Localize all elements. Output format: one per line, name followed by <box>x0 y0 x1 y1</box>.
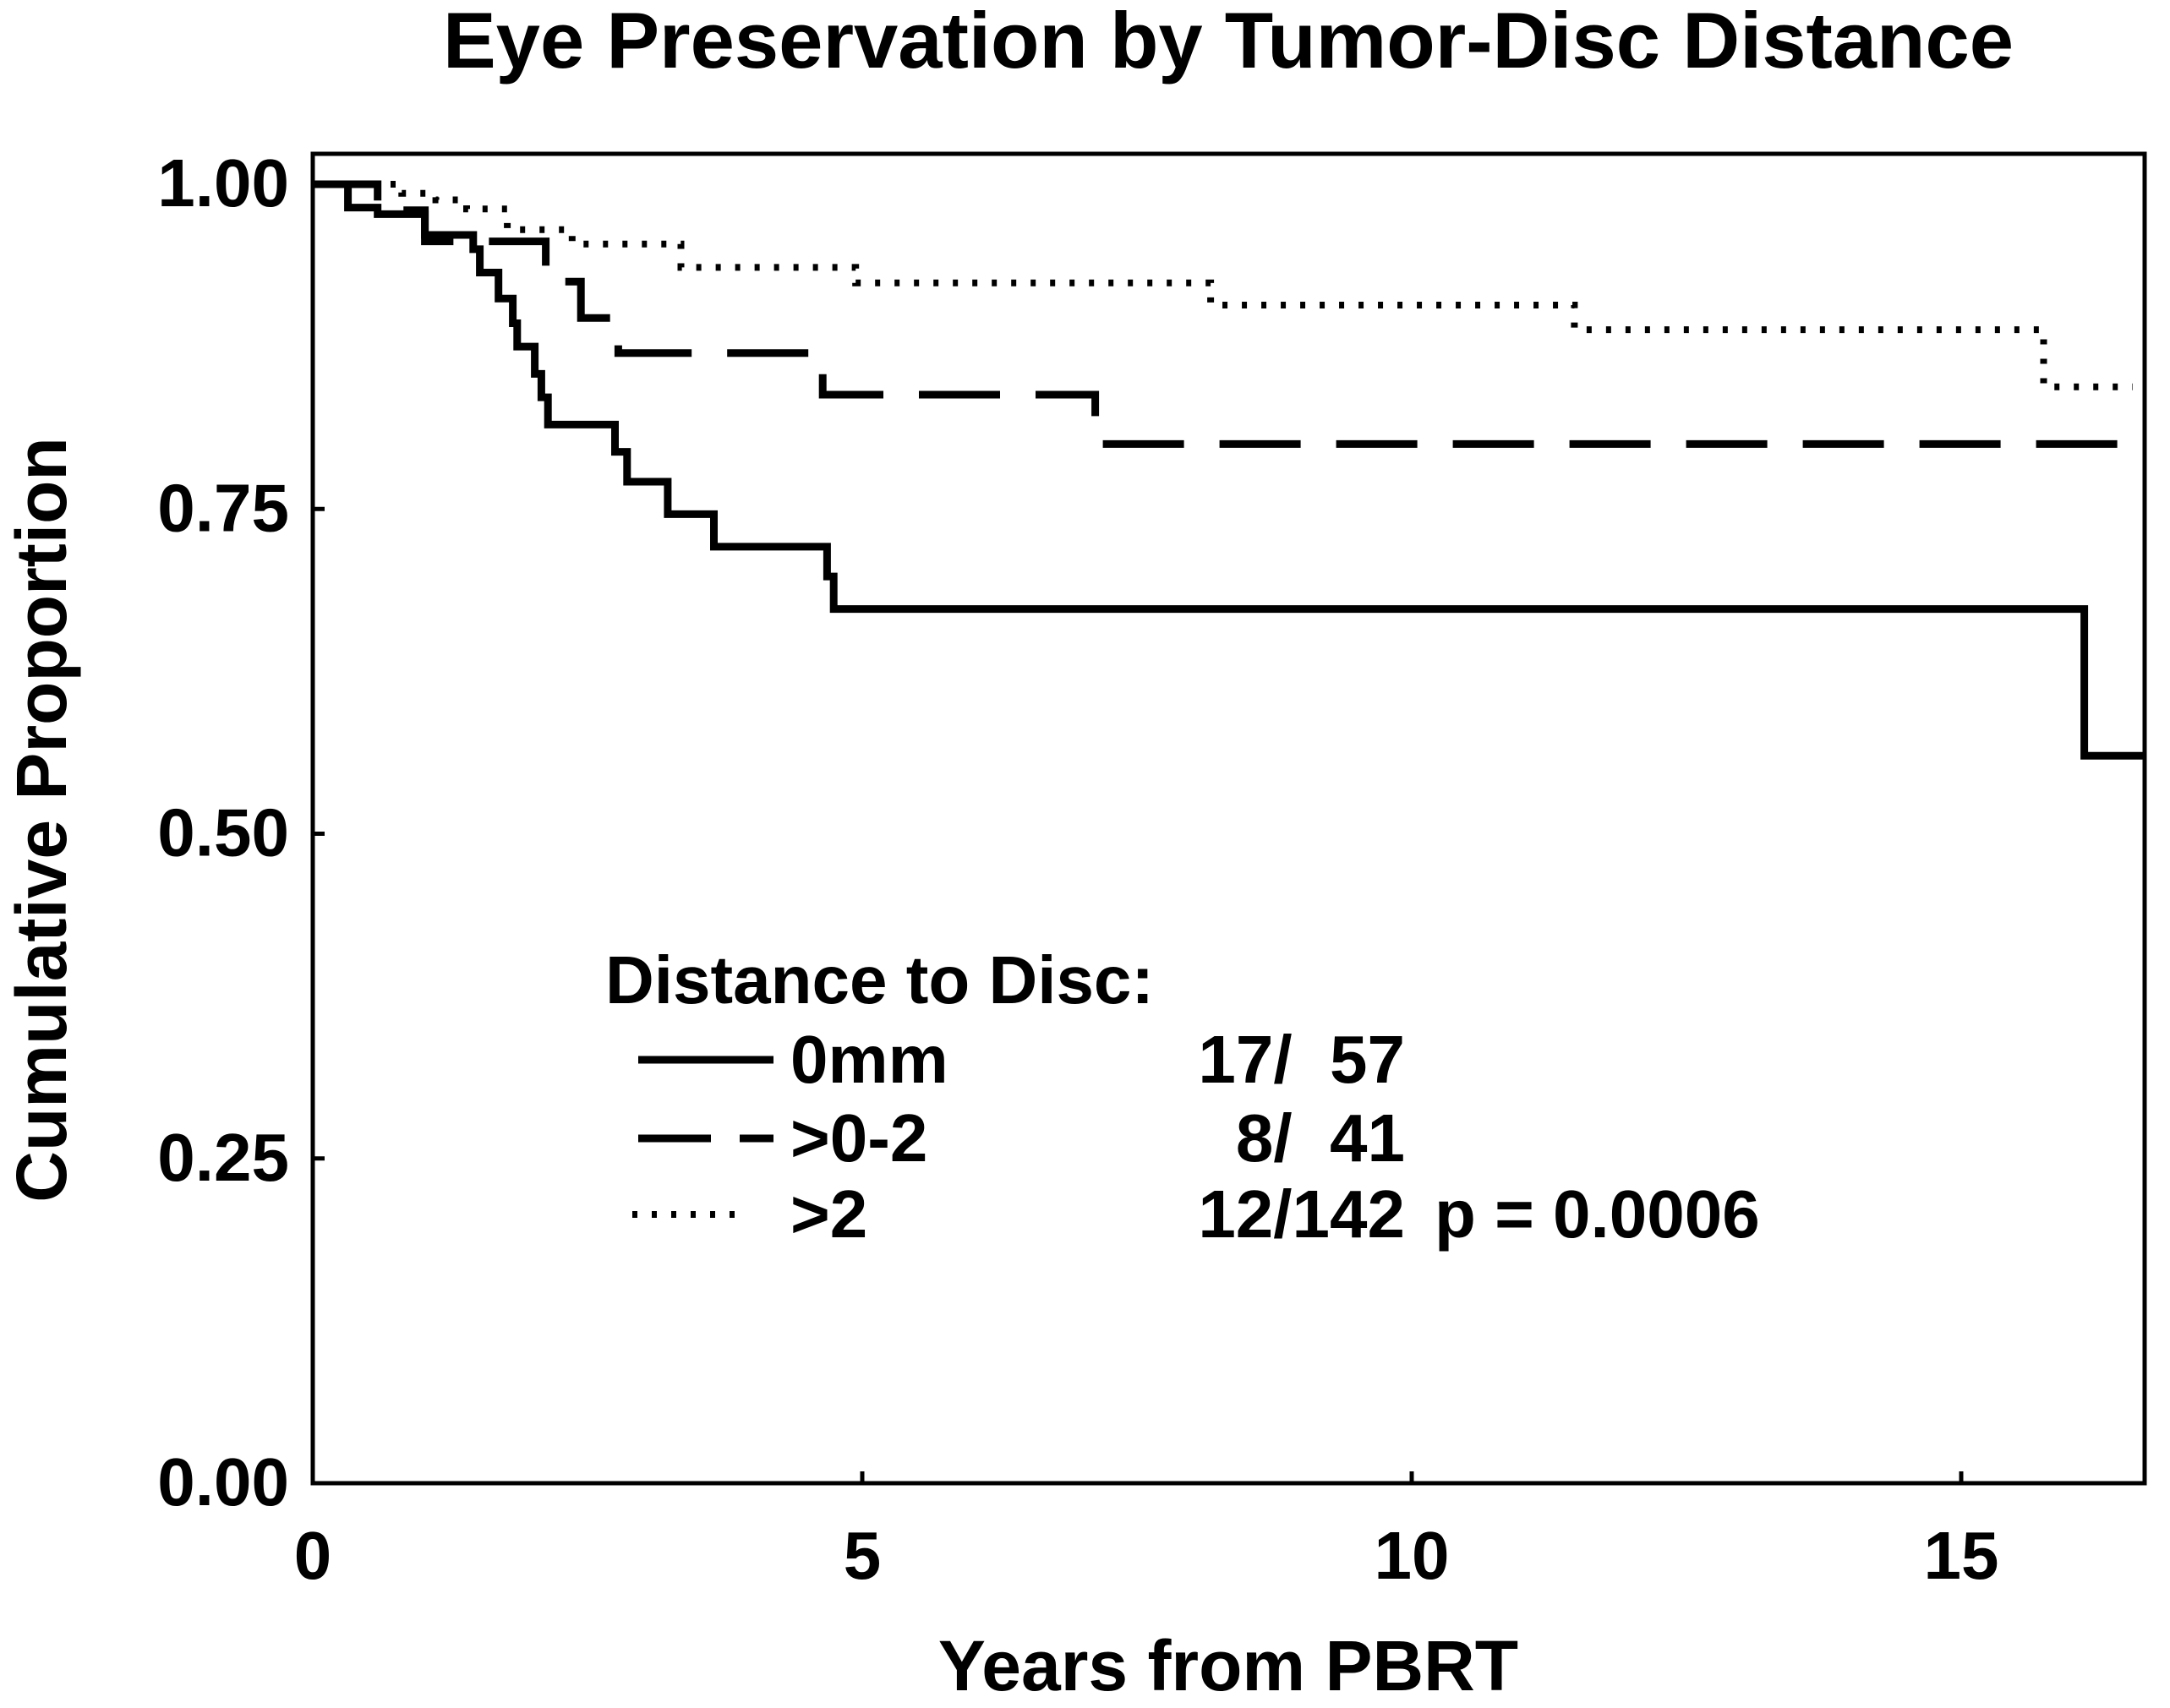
legend-count-0mm: 17/ 57 <box>1198 1022 1405 1097</box>
y-tick-label: 0.25 <box>157 1120 289 1195</box>
p-value: p = 0.0006 <box>1435 1176 1760 1252</box>
y-axis-ticks: 1.00 0.75 0.50 0.25 0.00 <box>157 145 325 1520</box>
y-tick-label: 0.75 <box>157 470 289 545</box>
x-tick-label: 15 <box>1924 1518 1999 1593</box>
legend: Distance to Disc: 0mm 17/ 57 >0-2 8/ 41 … <box>605 942 1760 1252</box>
y-tick-label: 0.50 <box>157 795 289 870</box>
x-tick-label: 5 <box>844 1518 882 1593</box>
x-axis-title: Years from PBRT <box>938 1626 1518 1705</box>
y-tick-label: 1.00 <box>157 145 289 221</box>
legend-header: Distance to Disc: <box>605 942 1154 1018</box>
curve->0-2 <box>313 180 2145 448</box>
x-tick-label: 10 <box>1375 1518 1450 1593</box>
plot-border <box>310 151 2147 1486</box>
legend-label-gt2: >2 <box>790 1176 867 1252</box>
legend-count-gt0-2: 8/ 41 <box>1236 1100 1405 1176</box>
y-tick-label: 0.00 <box>157 1444 289 1520</box>
y-axis-title: Cumulative Proportion <box>2 437 81 1202</box>
x-tick-label: 0 <box>294 1518 332 1593</box>
legend-label-gt0-2: >0-2 <box>790 1100 927 1176</box>
chart-title: Eye Preservation by Tumor-Disc Distance <box>443 0 2014 85</box>
curve-0mm <box>313 180 2145 760</box>
legend-count-gt2: 12/142 <box>1198 1176 1405 1252</box>
survival-curves <box>313 180 2145 760</box>
legend-label-0mm: 0mm <box>790 1022 948 1097</box>
x-axis-ticks: 0 5 10 15 <box>294 1471 1999 1593</box>
curve->2 <box>313 181 2133 390</box>
